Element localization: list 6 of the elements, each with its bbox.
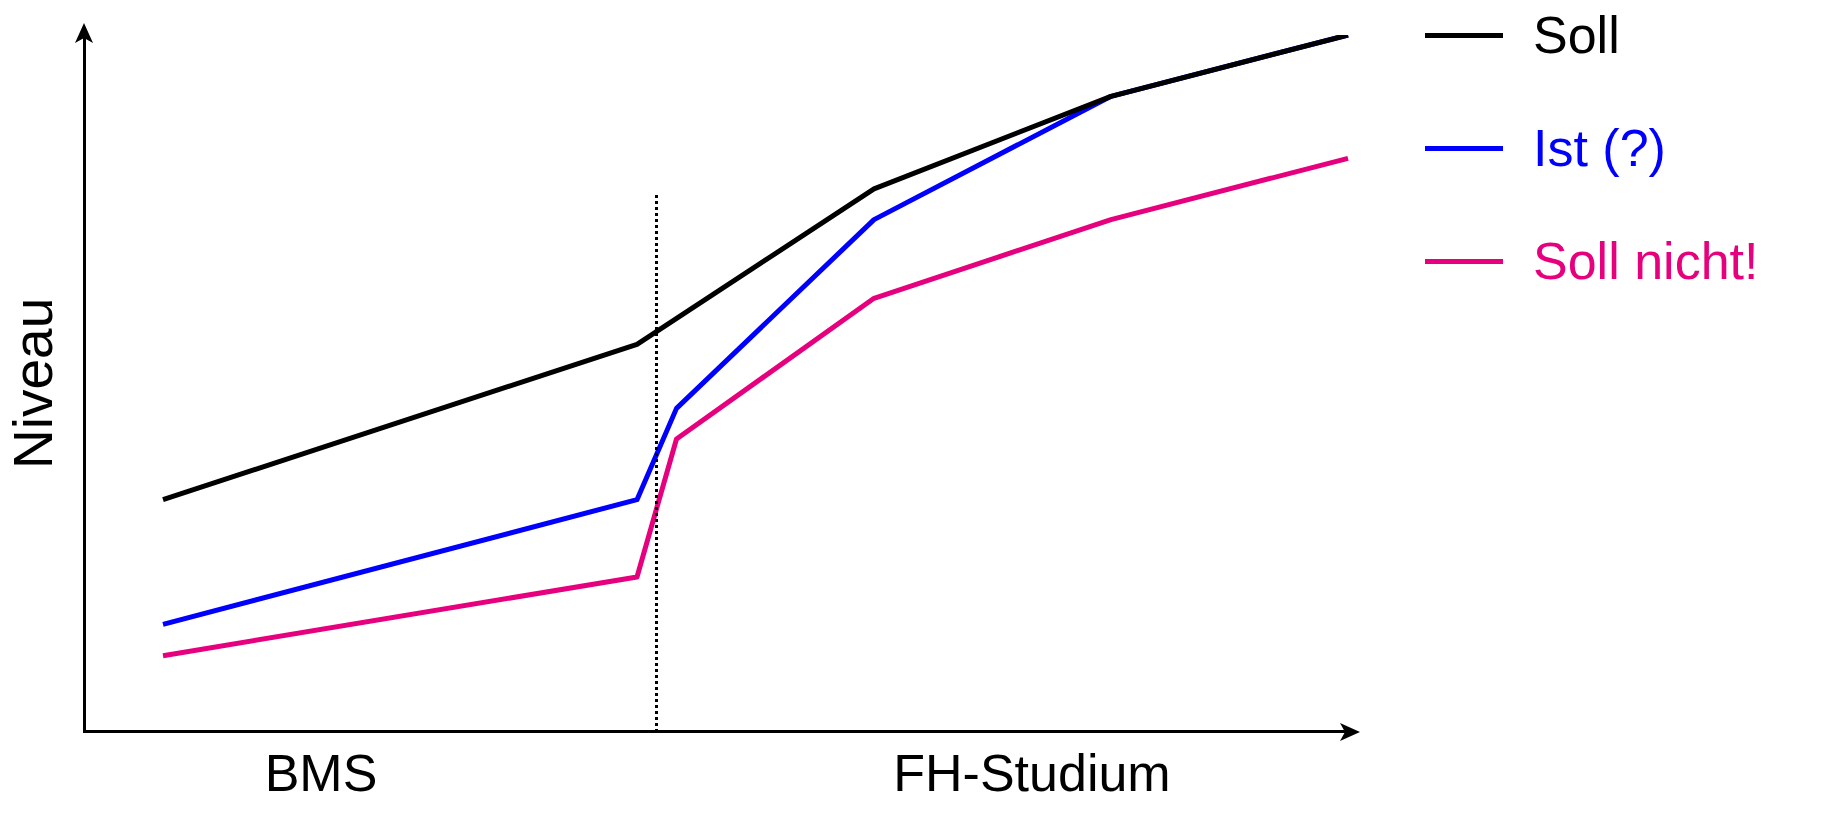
x-tick-label: FH-Studium bbox=[893, 744, 1171, 803]
x-tick-label: BMS bbox=[264, 744, 378, 803]
y-axis-title: Niveau bbox=[2, 297, 65, 469]
legend-label: Ist (?) bbox=[1533, 118, 1666, 178]
legend-label: Soll nicht! bbox=[1533, 231, 1759, 291]
legend-label: Soll bbox=[1533, 5, 1620, 65]
